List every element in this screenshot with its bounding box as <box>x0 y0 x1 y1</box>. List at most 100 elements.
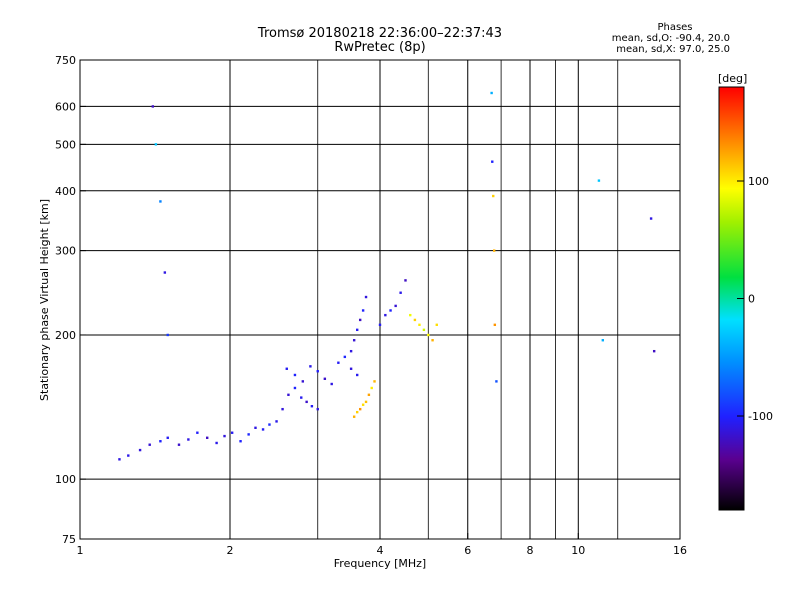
data-point <box>316 370 319 373</box>
data-point <box>649 217 653 220</box>
data-point <box>413 318 417 322</box>
colorbar-label: [deg] <box>718 72 747 85</box>
phase-mean-x: mean, sd,X: 97.0, 25.0 <box>616 44 730 55</box>
data-point <box>285 367 288 370</box>
data-point <box>275 420 278 423</box>
data-point <box>389 309 392 312</box>
data-point <box>364 295 368 299</box>
data-point <box>337 361 340 364</box>
y-tick-label: 500 <box>55 138 76 151</box>
data-point <box>370 386 373 390</box>
data-point <box>490 91 493 95</box>
data-point <box>422 328 426 332</box>
data-point <box>361 309 365 312</box>
y-axis-label: Stationary phase Virtual Height [km] <box>38 199 51 401</box>
data-point <box>349 349 353 353</box>
x-tick-label: 4 <box>377 544 384 557</box>
data-point <box>330 382 333 386</box>
y-tick-label: 200 <box>55 329 76 342</box>
x-tick-label: 6 <box>464 544 471 557</box>
x-tick-label: 10 <box>571 544 585 557</box>
data-point <box>166 436 169 439</box>
data-point <box>597 179 601 182</box>
x-axis-label: Frequency [MHz] <box>334 557 426 570</box>
data-point <box>418 323 421 327</box>
data-point <box>301 380 305 383</box>
y-tick-label: 600 <box>55 100 76 113</box>
data-point <box>148 443 151 446</box>
data-point <box>495 380 498 383</box>
data-point <box>187 438 190 441</box>
data-point <box>323 377 327 380</box>
data-point <box>268 423 271 426</box>
data-point <box>343 355 347 359</box>
data-point <box>431 339 434 342</box>
data-point <box>205 436 209 439</box>
chart-title: Tromsø 20180218 22:36:00–22:37:43 RwPret… <box>180 27 580 55</box>
data-point <box>361 403 365 406</box>
data-point <box>491 160 494 163</box>
title-line-1: Tromsø 20180218 22:36:00–22:37:43 <box>257 26 503 41</box>
data-point <box>349 367 353 370</box>
data-point <box>305 400 308 404</box>
colorbar-tick-label: 100 <box>748 175 769 188</box>
data-point <box>247 433 250 436</box>
data-point <box>355 328 359 332</box>
data-point <box>316 407 319 411</box>
data-point <box>154 143 158 146</box>
data-point <box>281 407 284 411</box>
data-point <box>394 304 397 308</box>
data-point <box>355 410 359 414</box>
x-tick-label: 16 <box>673 544 687 557</box>
y-tick-label: 75 <box>62 533 76 546</box>
data-point <box>293 373 297 377</box>
data-point <box>378 323 382 327</box>
x-tick-labels: 1 2 4 6 8 10 16 <box>77 533 687 557</box>
data-point <box>435 323 438 327</box>
data-point <box>118 458 121 461</box>
data-point <box>367 393 371 397</box>
data-point <box>652 349 656 353</box>
x-tick-label: 2 <box>227 544 234 557</box>
data-point <box>409 313 412 317</box>
data-point <box>364 400 368 404</box>
data-point <box>239 440 242 443</box>
data-point <box>404 279 407 282</box>
data-point <box>492 194 495 198</box>
data-point <box>309 365 312 368</box>
colorbar-tick-label: 0 <box>748 293 755 306</box>
data-point <box>300 396 303 399</box>
colorbar-tick-label: -100 <box>748 410 773 423</box>
phase-title: Phases <box>657 22 693 33</box>
phase-info: Phases mean, sd,O: -90.4, 20.0 mean, sd,… <box>560 22 730 55</box>
x-tick-label: 1 <box>77 544 84 557</box>
y-tick-label: 400 <box>55 185 76 198</box>
grid-lines <box>80 60 680 539</box>
data-point <box>358 318 362 322</box>
y-tick-label: 300 <box>55 245 76 258</box>
data-point <box>355 373 359 377</box>
data-point <box>373 380 376 383</box>
colorbar-ticks: 100 0 -100 <box>737 175 773 423</box>
data-point <box>159 440 162 443</box>
x-tick-label: 8 <box>527 544 534 557</box>
title-line-2: RwPretec (8p) <box>334 40 426 55</box>
data-point <box>384 313 387 317</box>
y-tick-label: 100 <box>55 473 76 486</box>
data-point <box>196 431 199 434</box>
data-point <box>492 249 496 252</box>
data-point <box>127 454 130 457</box>
data-point <box>223 434 226 438</box>
data-point <box>287 393 290 397</box>
data-point <box>493 323 497 327</box>
data-point <box>230 431 234 434</box>
data-point <box>215 441 218 445</box>
data-point <box>352 339 356 342</box>
data-point <box>427 333 430 337</box>
data-point <box>310 405 314 408</box>
data-point <box>399 291 402 294</box>
data-point <box>177 443 181 446</box>
data-point <box>138 448 142 452</box>
data-point <box>352 415 356 418</box>
